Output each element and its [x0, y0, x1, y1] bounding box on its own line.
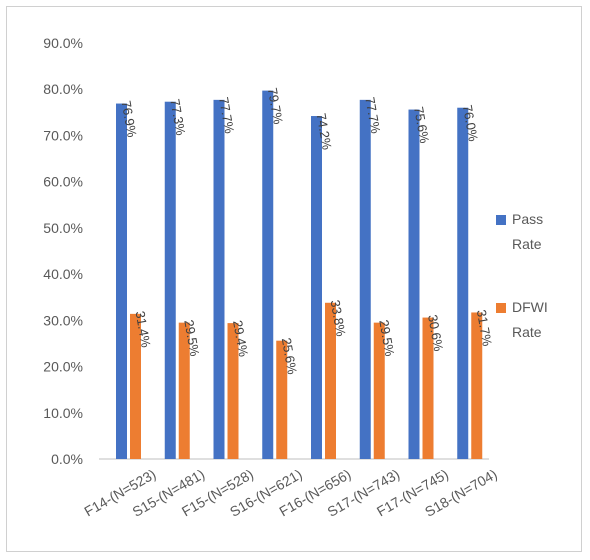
y-tick-label: 50.0%: [43, 220, 83, 236]
data-label: 77.7%: [216, 96, 237, 135]
bar-pass-rate: [213, 99, 225, 459]
bar-dfwi-rate: [178, 322, 190, 459]
data-label: 75.6%: [411, 105, 432, 144]
bar-dfwi-rate: [422, 317, 434, 459]
data-label: 29.5%: [376, 319, 397, 358]
data-label: 30.6%: [425, 313, 446, 352]
chart-frame: 0.0% 10.0% 20.0% 30.0% 40.0% 50.0% 60.0% 70.0% 8…: [6, 6, 582, 552]
y-tick-label: 10.0%: [43, 405, 83, 421]
legend-label: Rate: [512, 236, 542, 252]
legend-label: DFWI: [512, 299, 548, 315]
y-tick-label: 80.0%: [43, 81, 83, 97]
bar-dfwi-rate: [276, 340, 288, 459]
bar-pass-rate: [457, 107, 469, 459]
data-label: 33.8%: [328, 299, 349, 338]
data-label: 76.0%: [460, 104, 481, 143]
data-label: 79.7%: [265, 87, 286, 126]
bar-pass-rate: [164, 101, 176, 460]
y-tick-label: 60.0%: [43, 174, 83, 190]
y-tick-label: 0.0%: [51, 451, 83, 467]
data-label: 76.9%: [119, 99, 140, 138]
data-label: 29.5%: [181, 319, 202, 358]
y-tick-label: 90.0%: [43, 35, 83, 51]
y-tick-label: 40.0%: [43, 266, 83, 282]
bar-dfwi-rate: [471, 312, 483, 459]
y-tick-label: 30.0%: [43, 312, 83, 328]
bar-dfwi-rate: [227, 323, 239, 459]
data-label: 29.4%: [230, 319, 251, 358]
bar-pass-rate: [262, 90, 274, 459]
bar-dfwi-rate: [325, 302, 336, 459]
bar-pass-rate: [311, 116, 322, 459]
bar-pass-rate: [116, 103, 127, 459]
bar-dfwi-rate: [373, 322, 385, 459]
legend-label: Pass: [512, 211, 543, 227]
legend-swatch: [496, 303, 506, 313]
data-label: 25.6%: [279, 337, 300, 376]
y-tick-label: 20.0%: [43, 359, 83, 375]
bar-chart: 0.0% 10.0% 20.0% 30.0% 40.0% 50.0% 60.0% 70.0% 8…: [43, 35, 548, 520]
legend-label: Rate: [512, 324, 542, 340]
data-label: 77.3%: [167, 98, 188, 137]
bar-pass-rate: [408, 109, 420, 459]
bar-pass-rate: [359, 99, 371, 459]
legend-swatch: [496, 215, 506, 225]
data-label: 77.7%: [362, 96, 383, 135]
data-label: 74.2%: [314, 112, 335, 151]
y-tick-label: 70.0%: [43, 127, 83, 143]
data-label: 31.7%: [474, 308, 495, 347]
bar-dfwi-rate: [130, 313, 141, 459]
data-label: 31.4%: [133, 310, 154, 349]
